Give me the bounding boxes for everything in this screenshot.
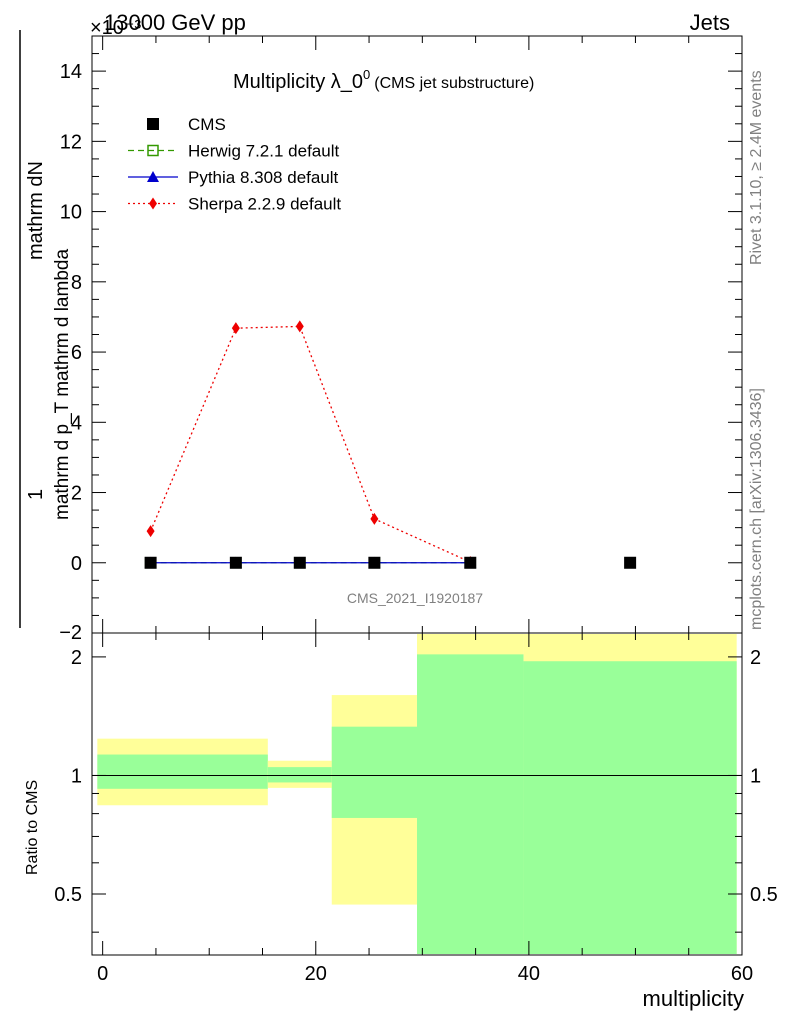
data-point (370, 512, 379, 525)
legend-marker (147, 118, 159, 130)
svg-text:Multiplicity λ_00(CMS jet subs: Multiplicity λ_00 (CMS jet substructure) (233, 67, 534, 93)
series-layer (144, 320, 637, 569)
ratio-band-green (331, 726, 417, 818)
main-y-tick-label: 0 (71, 553, 82, 575)
y-label-denominator: mathrm d p_T mathrm d lambda (52, 249, 73, 520)
title-superscript: 0 (363, 67, 370, 82)
legend-label: Pythia 8.308 default (188, 168, 339, 187)
x-tick-label: 20 (305, 963, 327, 985)
main-y-tick-label: 12 (60, 131, 82, 153)
ratio-y-label: Ratio to CMS (24, 780, 41, 875)
y-label-numerator: mathrm dN (25, 161, 47, 260)
ratio-y-tick-label: 0.5 (54, 884, 82, 906)
legend-label: Sherpa 2.2.9 default (188, 195, 341, 214)
series-line-diamond (150, 325, 471, 563)
main-y-ticks: 0 2 4 6 8 10 12 14 −2 (59, 35, 742, 644)
legend-marker (147, 171, 159, 182)
main-y-tick-label: 6 (71, 342, 82, 364)
ratio-frame (91, 632, 743, 956)
legend-marker (149, 197, 157, 210)
main-y-tick-label: 10 (60, 202, 82, 224)
main-y-tick-label: −2 (59, 622, 82, 644)
ratio-y-tick-label: 1 (71, 765, 82, 787)
main-panel: 0 2 4 6 8 10 12 14 −2 CMS_2021_I1920187 Multipli… (59, 35, 743, 644)
ratio-bands (97, 634, 737, 954)
legend-label: Herwig 7.2.1 default (188, 142, 339, 161)
ratio-y-tick-label: 2 (71, 647, 82, 669)
watermark: CMS_2021_I1920187 (347, 590, 483, 606)
x-tick-label: 40 (518, 963, 540, 985)
chart-title: Multiplicity λ_00 (CMS jet substructure) (233, 67, 534, 93)
data-point (231, 322, 240, 335)
main-y-tick-label: 2 (71, 483, 82, 505)
legend: CMS Herwig 7.2.1 default Pythia 8.308 defa… (128, 115, 341, 214)
header-left: 13000 GeV pp (104, 10, 246, 35)
data-point (293, 556, 306, 569)
ratio-band-green (523, 661, 737, 954)
data-point (229, 556, 242, 569)
ratio-panel: 0.5 0.51 12 2 0 20 40 60 Ratio to CMS multipli… (24, 36, 778, 1011)
data-point (624, 556, 637, 569)
ratio-y-tick-label-right: 0.5 (750, 884, 778, 906)
legend-label: CMS (188, 115, 226, 134)
x-ticks: 0 20 40 60 (97, 36, 753, 985)
data-point (295, 320, 304, 333)
y-exponent: ×10⁻³ (90, 17, 141, 39)
title-text: Multiplicity λ_0 (233, 71, 363, 93)
data-point (464, 556, 477, 569)
ratio-band-green (97, 754, 268, 789)
main-y-tick-label: 4 (71, 412, 82, 434)
ratio-band-green (267, 767, 332, 783)
ratio-y-tick-label-right: 2 (750, 647, 761, 669)
rivet-label: Rivet 3.1.10, ≥ 2.4M events (748, 70, 765, 265)
ratio-band-green (417, 654, 524, 954)
main-y-tick-label: 14 (60, 61, 82, 83)
x-tick-label: 60 (731, 963, 753, 985)
x-tick-label: 0 (97, 963, 108, 985)
data-point (144, 556, 157, 569)
main-y-axis-label: mathrm dN 1 mathrm d p_T mathrm d lambda (19, 30, 73, 628)
x-axis-label: multiplicity (643, 986, 744, 1011)
title-subtitle: (CMS jet substructure) (374, 75, 534, 92)
ratio-y-ticks: 0.5 0.5 1 1 2 2 (54, 647, 778, 933)
main-y-tick-label: 8 (71, 272, 82, 294)
ratio-y-tick-label-right: 1 (750, 765, 761, 787)
legend-marker (147, 144, 159, 157)
data-point (368, 556, 381, 569)
data-point (146, 525, 155, 538)
y-label-prefix-num: 1 (25, 489, 47, 500)
header-right: Jets (690, 10, 730, 35)
mcplots-label: mcplots.cern.ch [arXiv:1306.3436] (748, 388, 765, 630)
